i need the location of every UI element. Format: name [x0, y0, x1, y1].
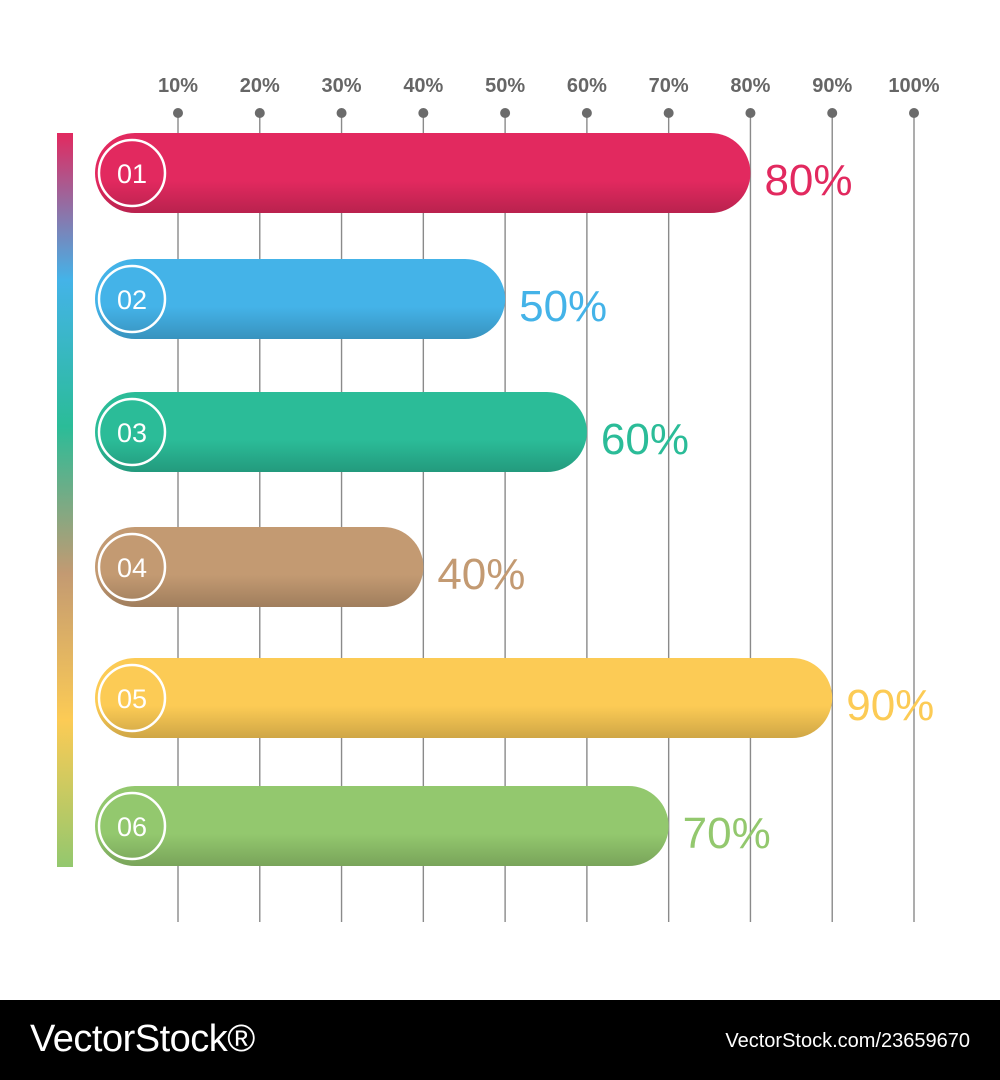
watermark-bar: VectorStock® VectorStock.com/23659670 — [0, 1000, 1000, 1080]
bar-category-label: 01 — [117, 159, 147, 189]
tick-dot-50 — [500, 108, 511, 118]
bar-badge-ring — [97, 138, 167, 208]
bar-value-label: 50% — [519, 282, 607, 331]
tick-dot-60 — [581, 108, 592, 118]
bar-02 — [95, 259, 506, 339]
bar-category-label: 05 — [117, 684, 147, 714]
bar-value-label: 80% — [764, 156, 852, 205]
bar-04 — [95, 527, 424, 607]
watermark-brand: VectorStock® — [30, 1018, 255, 1060]
x-tick-label: 100% — [888, 75, 939, 97]
tick-dot-70 — [663, 108, 674, 118]
bar-badge-ring — [97, 663, 167, 733]
tick-dot-90 — [827, 108, 838, 118]
bar-value-label: 60% — [601, 415, 689, 464]
bar-value-label: 70% — [683, 809, 771, 858]
x-tick-label: 40% — [403, 75, 443, 97]
chart-area: 10% 20% 30% 40% 50% 60% 70% 80% 90% 100% 01 02 03 04… — [57, 75, 940, 922]
tick-dot-80 — [745, 108, 756, 118]
bar-category-label: 02 — [117, 285, 147, 315]
bar-category-label: 04 — [117, 553, 147, 583]
x-tick-label: 50% — [485, 75, 525, 97]
x-tick-label: 60% — [567, 75, 607, 97]
bar-05 — [95, 658, 833, 738]
x-tick-label: 30% — [322, 75, 362, 97]
bar-badge-ring — [97, 264, 167, 334]
x-tick-label: 90% — [812, 75, 852, 97]
horizontal-bar-chart: 10% 20% 30% 40% 50% 60% 70% 80% 90% 100% 01 02 03 04… — [57, 75, 940, 922]
bar-value-label: 90% — [846, 681, 934, 730]
watermark-image-id: VectorStock.com/23659670 — [725, 1030, 970, 1052]
color-accent-bar — [57, 133, 73, 867]
tick-dot-100 — [909, 108, 919, 118]
tick-dot-40 — [418, 108, 429, 118]
bar-badge-ring — [97, 791, 167, 861]
bar-badge-ring — [97, 397, 167, 467]
bar-03 — [95, 392, 587, 472]
bar-badge-ring — [97, 532, 167, 602]
tick-dot-20 — [254, 108, 265, 118]
tick-dot-30 — [336, 108, 347, 118]
x-tick-label: 10% — [158, 75, 198, 97]
tick-dot-10 — [173, 108, 183, 118]
bar-01 — [95, 133, 751, 213]
x-tick-label: 70% — [649, 75, 689, 97]
bar-category-label: 06 — [117, 812, 147, 842]
bar-06 — [95, 786, 669, 866]
bar-value-label: 40% — [437, 550, 525, 599]
x-tick-label: 20% — [240, 75, 280, 97]
bar-category-label: 03 — [117, 418, 147, 448]
x-tick-label: 80% — [730, 75, 770, 97]
